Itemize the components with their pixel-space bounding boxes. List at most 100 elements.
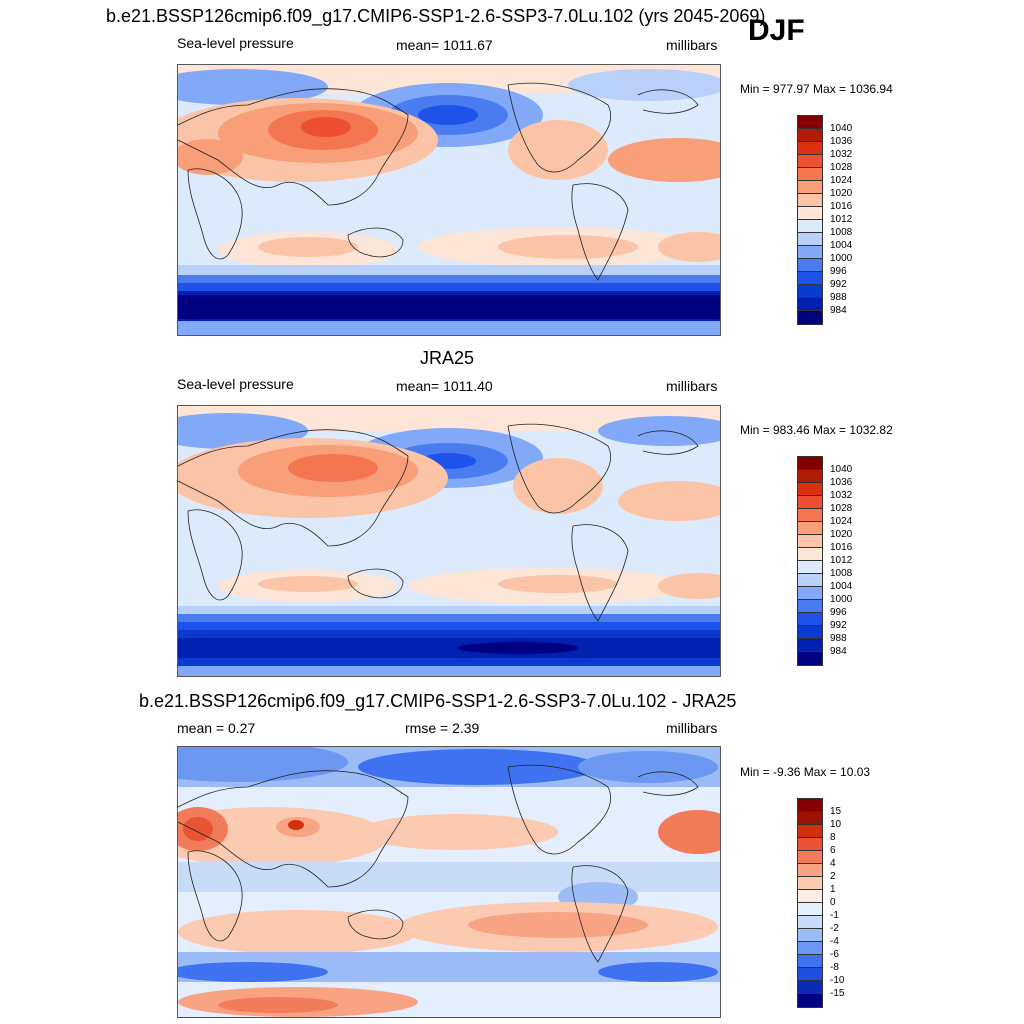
colorbar-swatch (798, 548, 822, 561)
panel2-map (177, 405, 721, 677)
colorbar-tick-label: 1012 (830, 214, 853, 225)
colorbar-swatch (798, 994, 822, 1007)
colorbar-tick-label: 4 (830, 858, 836, 869)
panel2-minmax: Min = 983.46 Max = 1032.82 (740, 423, 893, 437)
colorbar-tick-label: 1016 (830, 201, 853, 212)
panel3-title: b.e21.BSSP126cmip6.f09_g17.CMIP6-SSP1-2.… (139, 691, 737, 711)
colorbar-swatch (798, 955, 822, 968)
panel3-units-label: millibars (666, 720, 718, 736)
panel1-mean-label: mean= 1011.67 (396, 37, 493, 53)
colorbar-tick-label: 1000 (830, 253, 853, 264)
colorbar-swatch (798, 285, 822, 298)
colorbar-tick-label: 1008 (830, 227, 853, 238)
colorbar-swatch (798, 298, 822, 311)
colorbar-tick-label: 1036 (830, 477, 853, 488)
colorbar-swatch (798, 929, 822, 942)
colorbar-swatch (798, 574, 822, 587)
panel3-map (177, 746, 721, 1018)
panel3-mean-label: mean = 0.27 (177, 720, 256, 736)
panel2-variable-label: Sea-level pressure (177, 376, 294, 392)
colorbar-swatch (798, 812, 822, 825)
colorbar-tick-label: 1008 (830, 568, 853, 579)
colorbar-swatch (798, 890, 822, 903)
colorbar-tick-label: 1028 (830, 162, 853, 173)
panel1-minmax: Min = 977.97 Max = 1036.94 (740, 82, 893, 96)
colorbar-swatch (798, 838, 822, 851)
colorbar-tick-label: 1020 (830, 529, 853, 540)
colorbar-tick-label: 988 (830, 633, 847, 644)
colorbar-swatch (798, 116, 822, 129)
colorbar-tick-label: 1040 (830, 123, 853, 134)
colorbar-tick-label: -2 (830, 923, 839, 934)
colorbar-swatch (798, 613, 822, 626)
colorbar-swatch (798, 207, 822, 220)
colorbar-swatch (798, 470, 822, 483)
panel2-title: JRA25 (420, 348, 475, 368)
colorbar-swatch (798, 851, 822, 864)
colorbar-tick-label: 992 (830, 279, 847, 290)
colorbar-swatch (798, 600, 822, 613)
colorbar-swatch (798, 168, 822, 181)
colorbar-tick-label: -4 (830, 936, 839, 947)
colorbar-tick-label: 992 (830, 620, 847, 631)
colorbar-tick-label: 984 (830, 646, 847, 657)
colorbar-swatch (798, 864, 822, 877)
colorbar-swatch (798, 587, 822, 600)
colorbar-swatch (798, 639, 822, 652)
colorbar-swatch (798, 916, 822, 929)
panel3-contour-plot (178, 747, 720, 1017)
colorbar-swatch (798, 652, 822, 665)
colorbar-swatch (798, 561, 822, 574)
colorbar-swatch (798, 311, 822, 324)
colorbar-tick-label: 984 (830, 305, 847, 316)
panel1-variable-label: Sea-level pressure (177, 35, 294, 51)
colorbar-tick-label: 1024 (830, 175, 853, 186)
colorbar-swatch (798, 535, 822, 548)
panel3-minmax: Min = -9.36 Max = 10.03 (740, 765, 871, 779)
colorbar-swatch (798, 522, 822, 535)
colorbar-swatch (798, 181, 822, 194)
colorbar-swatch (798, 272, 822, 285)
colorbar-tick-label: -6 (830, 949, 839, 960)
colorbar-swatch (798, 942, 822, 955)
colorbar-tick-label: 996 (830, 266, 847, 277)
colorbar-swatch (798, 246, 822, 259)
colorbar-tick-label: 1004 (830, 581, 853, 592)
panel2-mean-label: mean= 1011.40 (396, 378, 493, 394)
colorbar-tick-label: 1036 (830, 136, 853, 147)
colorbar-tick-label: 1032 (830, 490, 853, 501)
colorbar-swatch (798, 457, 822, 470)
colorbar-swatch (798, 903, 822, 916)
colorbar-swatch (798, 968, 822, 981)
colorbar-swatch (798, 825, 822, 838)
colorbar-tick-label: 10 (830, 819, 842, 830)
colorbar-tick-label: 996 (830, 607, 847, 618)
colorbar-tick-label: -15 (830, 988, 845, 999)
colorbar-swatch (798, 496, 822, 509)
colorbar-tick-label: 1012 (830, 555, 853, 566)
colorbar-swatch (798, 626, 822, 639)
colorbar-swatch (798, 194, 822, 207)
colorbar-swatch (798, 220, 822, 233)
panel1-title: b.e21.BSSP126cmip6.f09_g17.CMIP6-SSP1-2.… (106, 6, 766, 26)
colorbar-tick-label: -8 (830, 962, 839, 973)
colorbar-tick-label: 1004 (830, 240, 853, 251)
colorbar-tick-label: 8 (830, 832, 836, 843)
colorbar-tick-label: 1016 (830, 542, 853, 553)
colorbar-swatch (798, 483, 822, 496)
colorbar-tick-label: 1000 (830, 594, 853, 605)
panel1-map (177, 64, 721, 336)
panel1-colorbar (797, 115, 823, 325)
colorbar-tick-label: 1028 (830, 503, 853, 514)
colorbar-tick-label: -1 (830, 910, 839, 921)
colorbar-tick-label: 2 (830, 871, 836, 882)
colorbar-swatch (798, 233, 822, 246)
colorbar-swatch (798, 129, 822, 142)
colorbar-tick-label: 15 (830, 806, 842, 817)
panel1-contour-plot (178, 65, 720, 335)
colorbar-swatch (798, 155, 822, 168)
colorbar-tick-label: -10 (830, 975, 845, 986)
colorbar-tick-label: 1 (830, 884, 836, 895)
colorbar-tick-label: 1032 (830, 149, 853, 160)
colorbar-swatch (798, 877, 822, 890)
